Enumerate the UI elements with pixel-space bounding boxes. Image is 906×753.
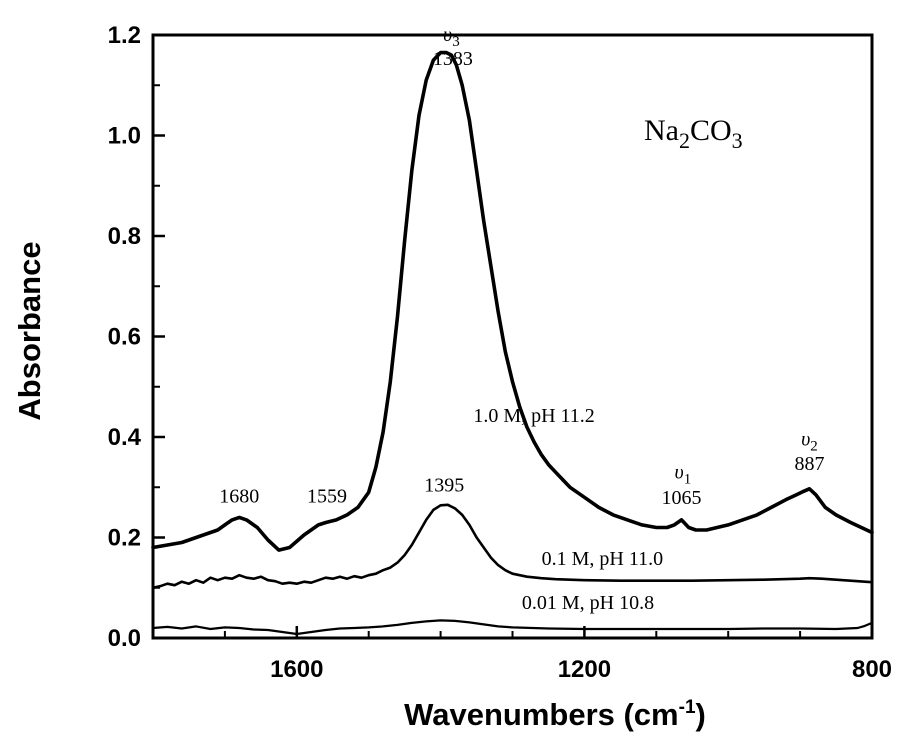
x-tick-label: 1200: [558, 656, 611, 683]
peak-label: 1680: [219, 485, 259, 507]
x-axis-title: Wavenumbers (cm-1): [404, 697, 706, 732]
series-label-1: 1.0 M, pH 11.2: [473, 405, 594, 427]
x-tick-label: 1600: [270, 656, 323, 683]
y-tick-label: 0.8: [108, 223, 141, 250]
series-label-2: 0.1 M, pH 11.0: [542, 548, 663, 570]
peak-label: 1065: [661, 487, 701, 509]
x-tick-label: 800: [852, 656, 892, 683]
peak-label: 1395: [424, 474, 464, 496]
series-line-1: [151, 50, 874, 552]
vibration-mode-label: υ1: [675, 462, 692, 488]
plot-frame: [151, 33, 874, 640]
y-tick-label: 0.0: [108, 625, 141, 652]
peak-label: 887: [794, 453, 824, 475]
compound-label: Na2CO3: [644, 114, 743, 153]
series-line-2: [151, 503, 874, 590]
y-tick-label: 1.0: [108, 123, 141, 150]
y-tick-label: 1.2: [108, 22, 141, 49]
x-axis-title-superscript: -1: [679, 697, 696, 718]
y-tick-label: 0.6: [108, 324, 141, 351]
series-line-3: [151, 619, 874, 636]
series-label-3: 0.01 M, pH 10.8: [522, 592, 654, 614]
y-axis-title: Absorbance: [12, 241, 47, 420]
peak-label: 1559: [307, 485, 347, 507]
peak-label: 1383: [433, 48, 473, 70]
vibration-mode-label: υ3: [443, 24, 460, 50]
vibration-mode-label: υ2: [801, 429, 818, 455]
y-tick-label: 0.2: [108, 525, 141, 552]
y-tick-label: 0.4: [108, 424, 142, 451]
